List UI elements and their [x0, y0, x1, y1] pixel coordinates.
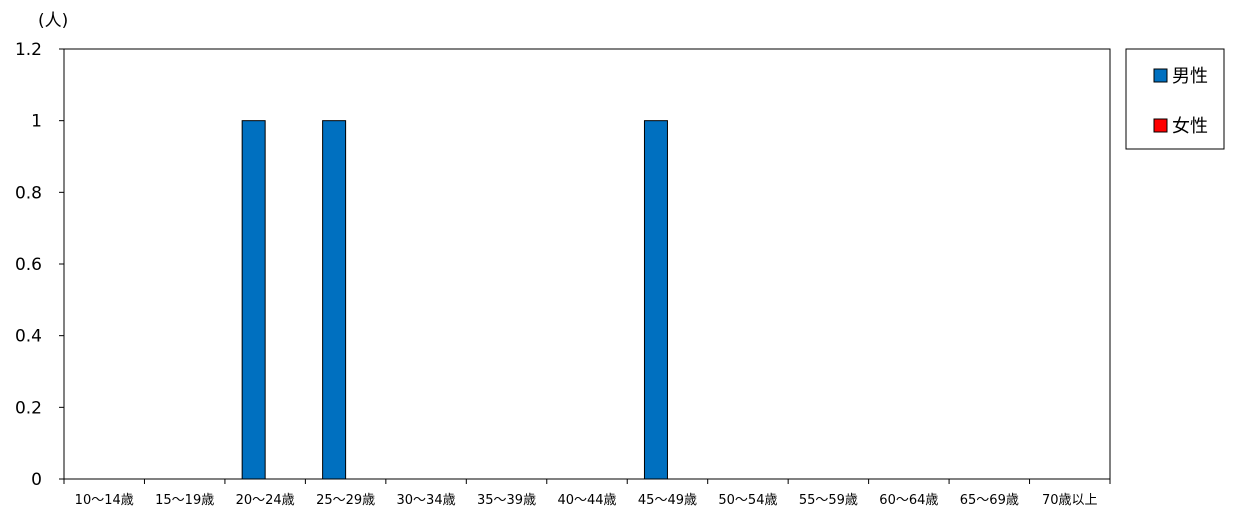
x-tick-label: 35〜39歳 — [477, 493, 536, 508]
y-unit-label: (人) — [38, 11, 68, 31]
y-tick-label: 1.2 — [15, 40, 42, 60]
legend-swatch — [1153, 118, 1168, 133]
y-tick-label: 0 — [31, 470, 42, 490]
bar-male-7 — [643, 120, 668, 480]
y-tick-label: 0.6 — [15, 255, 42, 275]
x-tick-label: 45〜49歳 — [638, 493, 697, 508]
x-tick-label: 55〜59歳 — [799, 493, 858, 508]
legend-box — [1125, 48, 1225, 150]
y-axis: 0 0.2 0.4 0.6 0.8 1 1.2 — [15, 40, 64, 490]
x-tick-label: 40〜44歳 — [557, 493, 616, 508]
x-axis: 10〜14歳 15〜19歳 20〜24歳 25〜29歳 30〜34歳 35〜39歳 40〜4… — [63, 479, 1111, 508]
x-tick-label: 25〜29歳 — [316, 493, 375, 508]
x-tick-label: 50〜54歳 — [718, 493, 777, 508]
x-tick-label: 70歳以上 — [1042, 493, 1098, 508]
bar-male-3 — [322, 120, 347, 480]
bar-male-2 — [241, 120, 266, 480]
x-tick-label: 30〜34歳 — [397, 493, 456, 508]
y-tick-label: 0.8 — [15, 183, 42, 203]
plot-area — [63, 48, 1111, 480]
legend-label: 女性 — [1172, 116, 1208, 137]
x-tick-label: 10〜14歳 — [75, 493, 134, 508]
bars — [241, 120, 668, 480]
x-tick-label: 15〜19歳 — [155, 493, 214, 508]
legend-label: 男性 — [1172, 66, 1208, 87]
x-tick-label: 65〜69歳 — [960, 493, 1019, 508]
y-tick-label: 0.2 — [15, 398, 42, 418]
legend-swatch — [1153, 68, 1168, 83]
y-tick-label: 0.4 — [15, 327, 42, 347]
x-tick-label: 60〜64歳 — [879, 493, 938, 508]
x-tick-label: 20〜24歳 — [236, 493, 295, 508]
y-tick-label: 1 — [31, 112, 42, 132]
